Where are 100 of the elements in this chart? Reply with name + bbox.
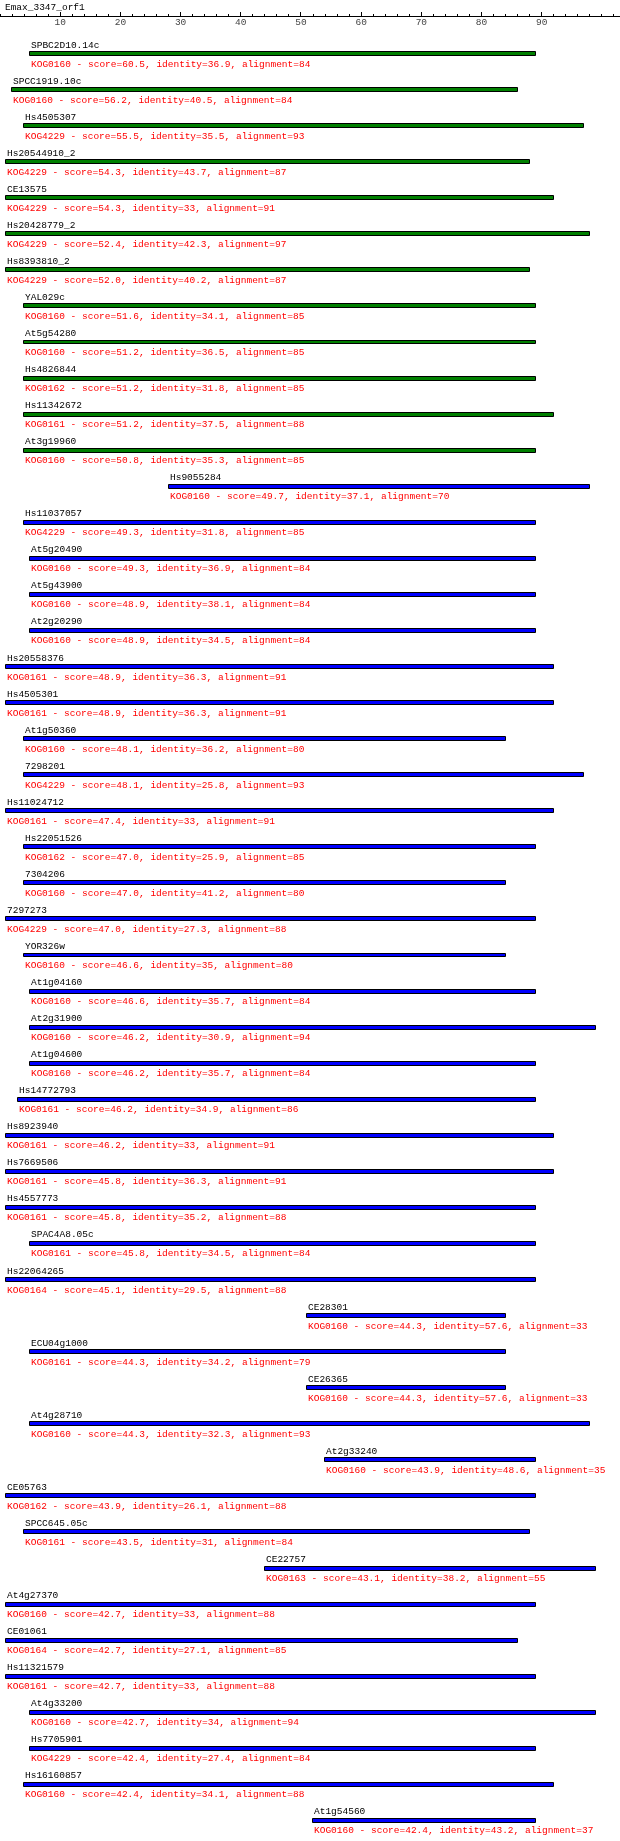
y-tick-label: Hs7669506 (7, 1157, 59, 1168)
y-tick-label: 7298201 (25, 761, 66, 772)
annotation: KOG0160 - score=49.7, identity=37.1, alignment=70 (170, 491, 450, 502)
bar (5, 1277, 536, 1282)
y-tick-label: At3g19960 (25, 436, 77, 447)
bar (5, 1674, 536, 1679)
annotation: KOG4229 - score=52.4, identity=42.3, alignment=97 (7, 239, 287, 250)
x-tick-label: 80 (475, 16, 488, 28)
x-tick-label: 40 (235, 16, 247, 28)
bar (23, 303, 536, 308)
y-tick-label: At2g33240 (326, 1446, 378, 1457)
bar (23, 844, 536, 849)
y-tick-label: Hs4826844 (25, 364, 77, 375)
x-tick-label: 70 (415, 16, 428, 28)
y-tick-label: YAL029c (25, 292, 66, 303)
annotation: KOG0160 - score=48.9, identity=34.5, alignment=84 (31, 635, 311, 646)
annotation: KOG0161 - score=45.8, identity=35.2, alignment=88 (7, 1212, 287, 1223)
y-tick-label: At2g20290 (31, 616, 83, 627)
x-tick-label: 20 (114, 16, 127, 28)
y-tick-label: Hs22064265 (7, 1266, 65, 1277)
y-tick-label: SPCC1919.10c (13, 76, 82, 87)
x-tick-label: 90 (536, 16, 548, 28)
y-tick-label: SPCC645.05c (25, 1518, 89, 1529)
bar (29, 1349, 506, 1354)
y-tick-label: Hs11037057 (25, 508, 83, 519)
bar (29, 1746, 536, 1751)
annotation: KOG0160 - score=60.5, identity=36.9, alignment=84 (31, 59, 311, 70)
bar (5, 267, 530, 272)
bar (29, 1241, 536, 1246)
bar (23, 1529, 530, 1534)
annotation: KOG4229 - score=49.3, identity=31.8, alignment=85 (25, 527, 305, 538)
annotation: KOG0160 - score=42.4, identity=43.2, alignment=37 (314, 1825, 594, 1836)
annotation: KOG0163 - score=43.1, identity=38.2, alignment=55 (266, 1573, 546, 1584)
y-tick-label: CE05763 (7, 1482, 48, 1493)
annotation: KOG0161 - score=46.2, identity=33, alignment=91 (7, 1140, 276, 1151)
bar (29, 1025, 596, 1030)
annotation: KOG0160 - score=48.9, identity=38.1, alignment=84 (31, 599, 311, 610)
annotation: KOG0162 - score=51.2, identity=31.8, alignment=85 (25, 383, 305, 394)
bar (29, 1710, 596, 1715)
y-tick-label: At1g04160 (31, 977, 83, 988)
annotation: KOG0160 - score=46.6, identity=35.7, alignment=84 (31, 996, 311, 1007)
annotation: KOG0161 - score=46.2, identity=34.9, alignment=86 (19, 1104, 299, 1115)
bar (23, 340, 536, 344)
annotation: KOG0164 - score=42.7, identity=27.1, alignment=85 (7, 1645, 287, 1656)
bar (324, 1457, 536, 1462)
y-tick-label: At2g31900 (31, 1013, 83, 1024)
y-tick-label: Hs7705901 (31, 1734, 83, 1745)
y-tick-label: CE22757 (266, 1554, 306, 1565)
bar (29, 989, 536, 994)
y-tick-label: SPBC2D10.14c (31, 40, 100, 51)
bar (17, 1097, 536, 1102)
bar (5, 1493, 536, 1498)
annotation: KOG4229 - score=48.1, identity=25.8, alignment=93 (25, 780, 305, 791)
annotation: KOG0164 - score=45.1, identity=29.5, alignment=88 (7, 1285, 287, 1296)
y-tick-label: At5g43900 (31, 580, 83, 591)
annotation: KOG0160 - score=46.2, identity=30.9, alignment=94 (31, 1032, 311, 1043)
bar (312, 1818, 536, 1823)
annotation: KOG0160 - score=49.3, identity=36.9, alignment=84 (31, 563, 311, 574)
y-tick-label: Hs8923940 (7, 1121, 59, 1132)
x-tick-label: 30 (174, 16, 187, 28)
annotation: KOG0160 - score=50.8, identity=35.3, alignment=85 (25, 455, 305, 466)
annotation: KOG0161 - score=48.9, identity=36.3, alignment=91 (7, 708, 287, 719)
annotation: KOG0160 - score=48.1, identity=36.2, alignment=80 (25, 744, 305, 755)
bar (23, 953, 506, 957)
y-tick-label: Hs16160857 (25, 1770, 83, 1781)
bar (5, 231, 590, 236)
bar (5, 1169, 554, 1174)
annotation: KOG4229 - score=52.0, identity=40.2, alignment=87 (7, 275, 287, 286)
y-tick-label: Hs9055284 (170, 472, 222, 483)
annotation: KOG0161 - score=44.3, identity=34.2, alignment=79 (31, 1357, 311, 1368)
annotation: KOG0161 - score=45.8, identity=36.3, alignment=91 (7, 1176, 287, 1187)
annotation: KOG4229 - score=47.0, identity=27.3, alignment=88 (7, 924, 287, 935)
annotation: KOG0160 - score=44.3, identity=57.6, alignment=33 (308, 1321, 588, 1332)
bar (23, 772, 584, 777)
y-tick-label: Hs11342672 (25, 400, 83, 411)
y-tick-label: At5g54280 (25, 328, 77, 339)
bar (5, 700, 554, 705)
y-tick-label: At1g50360 (25, 725, 77, 736)
bar (5, 195, 554, 200)
bar (306, 1313, 506, 1318)
annotation: KOG0161 - score=42.7, identity=33, alignment=88 (7, 1681, 276, 1692)
annotation: KOG4229 - score=54.3, identity=43.7, alignment=87 (7, 167, 287, 178)
y-tick-label: SPAC4A8.05c (31, 1229, 95, 1240)
chart-title: Emax_3347_orf1 (4, 1, 86, 13)
annotation: KOG0160 - score=46.2, identity=35.7, alignment=84 (31, 1068, 311, 1079)
bar (306, 1385, 506, 1390)
y-tick-label: CE13575 (7, 184, 48, 195)
annotation: KOG0160 - score=42.4, identity=34.1, alignment=88 (25, 1789, 305, 1800)
y-tick-label: CE01061 (7, 1626, 48, 1637)
annotation: KOG0160 - score=44.3, identity=32.3, alignment=93 (31, 1429, 311, 1440)
annotation: KOG4229 - score=55.5, identity=35.5, alignment=93 (25, 131, 305, 142)
y-tick-label: At1g54560 (314, 1806, 366, 1817)
y-tick-label: CE28301 (308, 1302, 349, 1313)
x-tick-label: 50 (295, 16, 307, 28)
annotation: KOG0161 - score=51.2, identity=37.5, alignment=88 (25, 419, 305, 430)
bar (5, 1205, 536, 1210)
x-tick-label: 60 (355, 16, 368, 28)
annotation: KOG0160 - score=46.6, identity=35, alignment=80 (25, 960, 294, 971)
bar (5, 1638, 518, 1643)
y-tick-label: Hs20558376 (7, 653, 65, 664)
